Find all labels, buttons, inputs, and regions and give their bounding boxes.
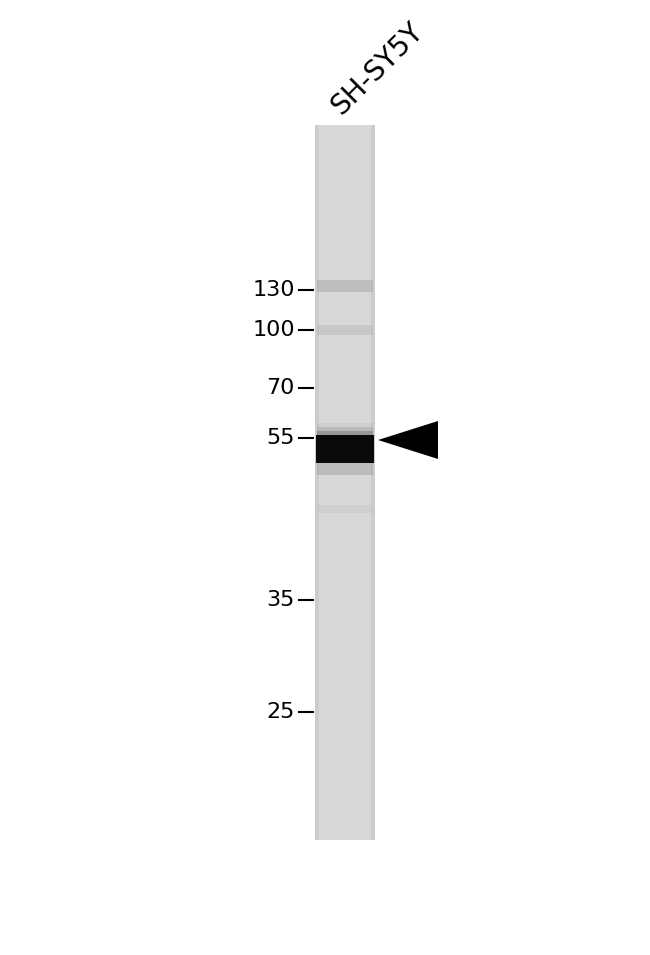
Text: 25: 25: [266, 702, 295, 722]
Bar: [317, 427, 373, 435]
Text: 70: 70: [266, 378, 295, 398]
Text: SH-SY5Y: SH-SY5Y: [325, 17, 428, 120]
Bar: [317, 280, 373, 292]
Bar: [316, 435, 374, 463]
Bar: [317, 505, 373, 513]
Bar: [317, 431, 373, 435]
Text: 35: 35: [266, 590, 295, 610]
Text: 55: 55: [266, 428, 295, 448]
Bar: [317, 423, 373, 435]
Bar: [317, 460, 373, 475]
Bar: [315, 125, 375, 840]
Bar: [317, 325, 373, 335]
Bar: [319, 125, 371, 840]
Text: 130: 130: [252, 280, 295, 300]
Text: 100: 100: [252, 320, 295, 340]
Polygon shape: [378, 421, 438, 459]
